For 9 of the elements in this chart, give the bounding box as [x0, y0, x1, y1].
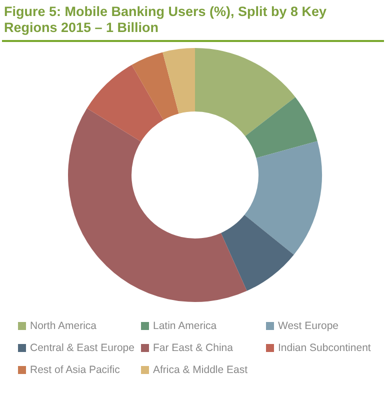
legend-label: West Europe: [277, 320, 340, 332]
chart-title: Figure 5: Mobile Banking Users (%), Split by 8 Key Regions 2015 – 1 Billion: [3, 3, 328, 37]
legend-label: Central & East Europe: [29, 342, 136, 354]
legend-label: Africa & Middle East: [152, 364, 249, 376]
legend-label: Far East & China: [152, 342, 234, 354]
legend-label: North America: [29, 320, 98, 332]
legend-label: Indian Subcontinent: [277, 342, 372, 354]
legend-label: Latin America: [152, 320, 218, 332]
legend-label: Rest of Asia Pacific: [29, 364, 121, 376]
